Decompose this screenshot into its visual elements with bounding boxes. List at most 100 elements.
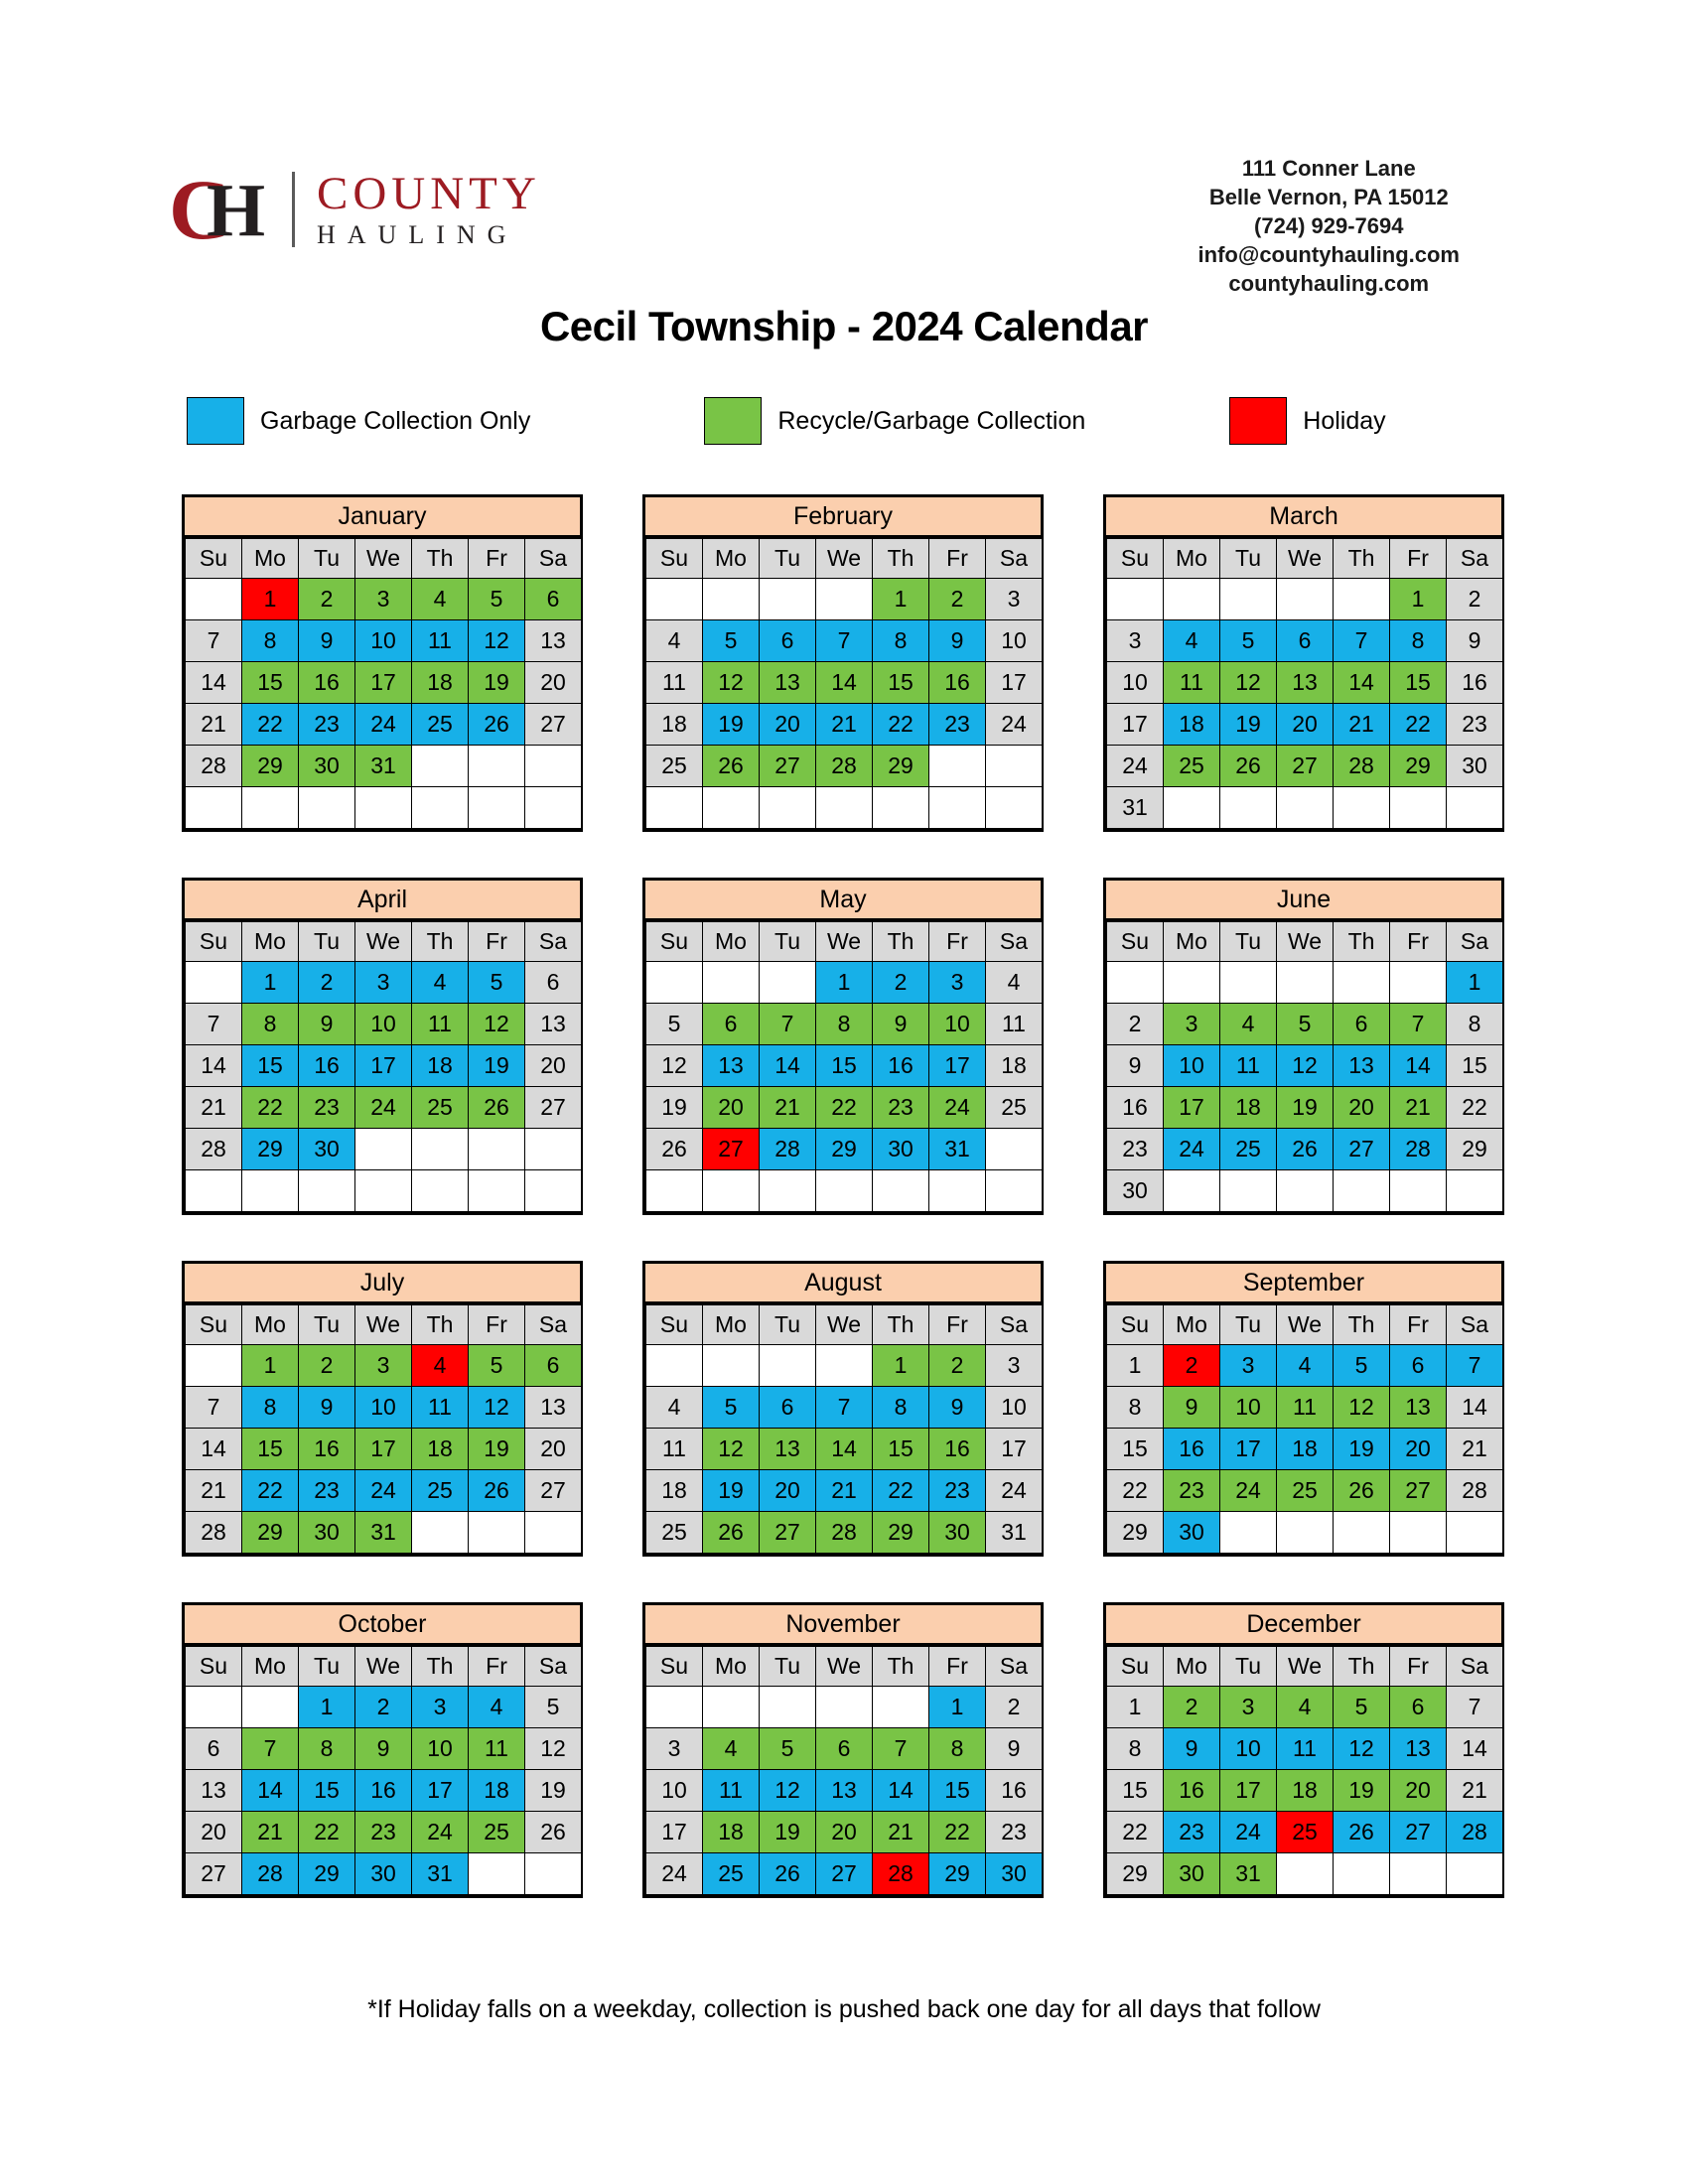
day-cell[interactable]: 7 <box>1446 1344 1503 1387</box>
day-cell[interactable]: 5 <box>759 1727 816 1770</box>
day-cell[interactable]: 28 <box>1333 745 1390 787</box>
day-cell[interactable]: 24 <box>985 1469 1043 1512</box>
day-cell[interactable]: 9 <box>1446 619 1503 662</box>
day-cell[interactable]: 4 <box>411 961 469 1004</box>
day-cell[interactable]: 29 <box>1389 745 1447 787</box>
day-cell[interactable]: 16 <box>298 1428 355 1470</box>
day-cell[interactable]: 31 <box>1219 1852 1277 1895</box>
day-cell[interactable]: 17 <box>354 1044 412 1087</box>
day-cell[interactable]: 10 <box>645 1769 703 1812</box>
day-cell[interactable]: 17 <box>1219 1769 1277 1812</box>
day-cell[interactable]: 9 <box>928 1386 986 1429</box>
day-cell[interactable]: 29 <box>872 745 929 787</box>
day-cell[interactable]: 2 <box>1106 1003 1164 1045</box>
day-cell[interactable]: 25 <box>645 1511 703 1554</box>
day-cell[interactable]: 26 <box>468 1469 525 1512</box>
day-cell[interactable]: 27 <box>1389 1811 1447 1853</box>
day-cell[interactable]: 13 <box>1389 1727 1447 1770</box>
day-cell[interactable]: 23 <box>872 1086 929 1129</box>
day-cell[interactable]: 11 <box>1163 661 1220 704</box>
day-cell[interactable]: 19 <box>468 661 525 704</box>
day-cell[interactable]: 10 <box>411 1727 469 1770</box>
day-cell[interactable]: 16 <box>354 1769 412 1812</box>
day-cell[interactable]: 3 <box>1219 1686 1277 1728</box>
day-cell[interactable]: 3 <box>928 961 986 1004</box>
day-cell[interactable]: 2 <box>298 1344 355 1387</box>
day-cell[interactable]: 18 <box>411 661 469 704</box>
day-cell[interactable]: 9 <box>298 1386 355 1429</box>
day-cell[interactable]: 28 <box>185 1511 242 1554</box>
day-cell[interactable]: 15 <box>872 661 929 704</box>
day-cell[interactable]: 19 <box>468 1428 525 1470</box>
day-cell[interactable]: 1 <box>241 578 299 620</box>
day-cell[interactable]: 11 <box>985 1003 1043 1045</box>
day-cell[interactable]: 13 <box>759 1428 816 1470</box>
day-cell[interactable]: 28 <box>759 1128 816 1170</box>
day-cell[interactable]: 15 <box>928 1769 986 1812</box>
day-cell[interactable]: 16 <box>928 661 986 704</box>
day-cell[interactable]: 3 <box>354 961 412 1004</box>
day-cell[interactable]: 5 <box>702 619 760 662</box>
day-cell[interactable]: 2 <box>1446 578 1503 620</box>
day-cell[interactable]: 4 <box>645 619 703 662</box>
day-cell[interactable]: 23 <box>928 1469 986 1512</box>
day-cell[interactable]: 6 <box>759 1386 816 1429</box>
day-cell[interactable]: 12 <box>468 1003 525 1045</box>
day-cell[interactable]: 14 <box>185 1044 242 1087</box>
day-cell[interactable]: 7 <box>1333 619 1390 662</box>
day-cell[interactable]: 17 <box>1163 1086 1220 1129</box>
day-cell[interactable]: 11 <box>1276 1727 1334 1770</box>
day-cell[interactable]: 23 <box>298 1469 355 1512</box>
day-cell[interactable]: 18 <box>985 1044 1043 1087</box>
day-cell[interactable]: 14 <box>185 661 242 704</box>
day-cell[interactable]: 26 <box>702 1511 760 1554</box>
day-cell[interactable]: 5 <box>1333 1344 1390 1387</box>
day-cell[interactable]: 7 <box>815 1386 873 1429</box>
day-cell[interactable]: 7 <box>759 1003 816 1045</box>
day-cell[interactable]: 4 <box>985 961 1043 1004</box>
day-cell[interactable]: 21 <box>185 1086 242 1129</box>
day-cell[interactable]: 19 <box>645 1086 703 1129</box>
day-cell[interactable]: 31 <box>985 1511 1043 1554</box>
day-cell[interactable]: 24 <box>645 1852 703 1895</box>
day-cell[interactable]: 21 <box>815 703 873 746</box>
day-cell[interactable]: 8 <box>1106 1386 1164 1429</box>
day-cell[interactable]: 25 <box>702 1852 760 1895</box>
day-cell[interactable]: 22 <box>241 1086 299 1129</box>
day-cell[interactable]: 31 <box>354 745 412 787</box>
day-cell[interactable]: 8 <box>1446 1003 1503 1045</box>
day-cell[interactable]: 3 <box>411 1686 469 1728</box>
day-cell[interactable]: 28 <box>241 1852 299 1895</box>
day-cell[interactable]: 5 <box>468 961 525 1004</box>
day-cell[interactable]: 23 <box>354 1811 412 1853</box>
day-cell[interactable]: 25 <box>985 1086 1043 1129</box>
day-cell[interactable]: 8 <box>241 1386 299 1429</box>
day-cell[interactable]: 6 <box>815 1727 873 1770</box>
day-cell[interactable]: 1 <box>872 1344 929 1387</box>
day-cell[interactable]: 6 <box>1389 1686 1447 1728</box>
day-cell[interactable]: 10 <box>354 1003 412 1045</box>
day-cell[interactable]: 8 <box>872 1386 929 1429</box>
day-cell[interactable]: 9 <box>1163 1386 1220 1429</box>
day-cell[interactable]: 21 <box>1389 1086 1447 1129</box>
day-cell[interactable]: 12 <box>702 661 760 704</box>
day-cell[interactable]: 24 <box>1219 1811 1277 1853</box>
day-cell[interactable]: 6 <box>524 961 582 1004</box>
day-cell[interactable]: 16 <box>298 1044 355 1087</box>
day-cell[interactable]: 18 <box>702 1811 760 1853</box>
day-cell[interactable]: 14 <box>759 1044 816 1087</box>
day-cell[interactable]: 6 <box>1333 1003 1390 1045</box>
day-cell[interactable]: 26 <box>524 1811 582 1853</box>
day-cell[interactable]: 6 <box>1276 619 1334 662</box>
day-cell[interactable]: 30 <box>985 1852 1043 1895</box>
day-cell[interactable]: 20 <box>524 1044 582 1087</box>
day-cell[interactable]: 4 <box>1276 1686 1334 1728</box>
day-cell[interactable]: 17 <box>645 1811 703 1853</box>
day-cell[interactable]: 7 <box>185 619 242 662</box>
day-cell[interactable]: 27 <box>524 1469 582 1512</box>
day-cell[interactable]: 5 <box>1219 619 1277 662</box>
day-cell[interactable]: 28 <box>1446 1811 1503 1853</box>
day-cell[interactable]: 21 <box>241 1811 299 1853</box>
day-cell[interactable]: 3 <box>354 1344 412 1387</box>
day-cell[interactable]: 24 <box>411 1811 469 1853</box>
